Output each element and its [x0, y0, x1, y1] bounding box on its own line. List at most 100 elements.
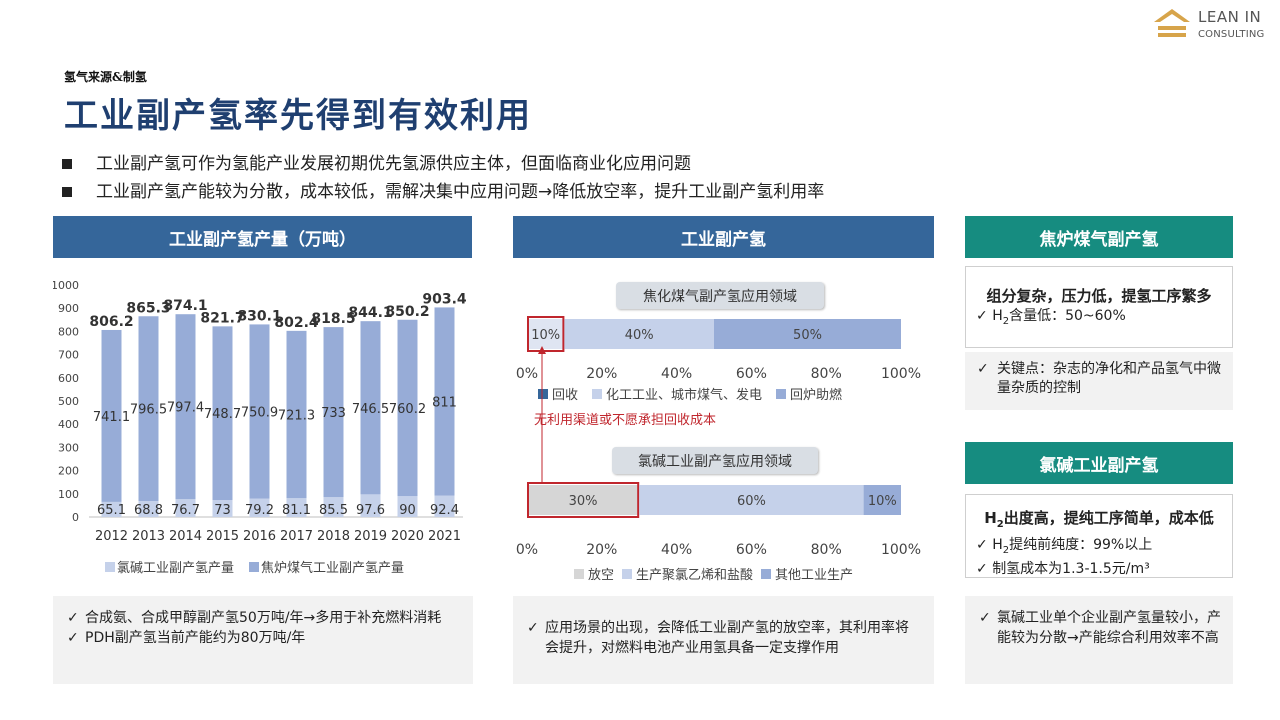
x-tick-label: 2013 — [132, 529, 165, 544]
x-tick-label: 2018 — [317, 529, 350, 544]
check-icon: ✓ — [976, 560, 988, 577]
x-tick-label: 80% — [810, 366, 842, 382]
bar-value-label: 760.2 — [389, 402, 426, 417]
bar-segment-chlor — [360, 494, 381, 517]
bar-segment-chlor — [138, 501, 159, 517]
coke-legend: 回收 化工工业、城市煤气、发电 回炉助燃 — [538, 384, 856, 403]
hbar-value-label: 10% — [868, 494, 897, 509]
bar-value-label: 811 — [432, 395, 457, 410]
x-tick-label: 60% — [735, 542, 767, 558]
check-icon: ✓ — [976, 537, 988, 553]
bar-total-label: 802.4 — [274, 315, 319, 331]
legend-swatch-icon — [592, 388, 603, 399]
bullet-item: 工业副产氢可作为氢能产业发展初期优先氢源供应主体，但面临商业化应用问题 — [62, 150, 1062, 178]
chlor-purity-line: ✓ H2提纯前纯度：99%以上 — [976, 537, 1153, 556]
middle-panel-header: 工业副产氢 — [513, 216, 934, 258]
x-tick-label: 2014 — [169, 529, 202, 544]
legend-swatch-icon — [538, 388, 548, 399]
x-tick-label: 2012 — [95, 529, 128, 544]
left-note: ✓ 合成氨、合成甲醇副产氢50万吨/年→多用于补充燃料消耗 ✓ PDH副产氢当前产能… — [53, 596, 473, 684]
bar-value-label: 85.5 — [319, 503, 348, 518]
chlor-panel-header: 氯碱工业副产氢 — [965, 442, 1233, 484]
bar-value-label: 92.4 — [430, 503, 459, 518]
square-bullet-icon — [62, 159, 72, 169]
company-logo: Lean In Consulting — [1152, 6, 1272, 42]
bullet-item: 工业副产氢产能较为分散，成本较低，需解决集中应用问题→降低放空率，提升工业副产氢… — [62, 178, 1062, 206]
coke-application-chart: 10% 40% 50% — [527, 316, 901, 352]
hbar-segment — [564, 319, 714, 349]
bar-segment-chlor — [249, 498, 270, 517]
bar-segment-chlor — [175, 499, 196, 517]
bar-value-label: 741.1 — [93, 410, 130, 425]
hbar-value-label: 30% — [569, 494, 598, 509]
chlor-x-axis: 0% 20% 40% 60% 80% 100% — [0, 542, 1280, 560]
legend-item: 化工工业、城市煤气、发电 — [592, 384, 762, 403]
legend-swatch-icon — [249, 562, 259, 572]
bar-segment-coke — [286, 330, 307, 499]
legend-swatch-icon — [105, 562, 115, 572]
legend-swatch-icon — [761, 568, 772, 579]
x-tick-label: 40% — [661, 542, 693, 558]
middle-note-line: 应用场景的出现，会降低工业副产氢的放空率，其利用率将会提升，对燃料电池产业用氢具… — [545, 620, 909, 656]
bar-total-label: 806.2 — [89, 314, 133, 330]
middle-note: ✓ 应用场景的出现，会降低工业副产氢的放空率，其利用率将会提升，对燃料电池产业用氢… — [513, 596, 934, 684]
bar-segment-coke — [138, 316, 159, 502]
highlight-box — [527, 482, 640, 518]
bar-total-label: 903.4 — [422, 291, 467, 307]
legend-label: 焦炉煤气工业副产氢产量 — [261, 560, 404, 576]
x-tick-label: 2017 — [280, 529, 313, 544]
y-tick-label: 300 — [58, 441, 79, 454]
section-tag: 氢气来源&制氢 — [64, 70, 147, 84]
hbar-segment — [714, 319, 901, 349]
bar-segment-chlor — [434, 495, 455, 517]
bar-segment-coke — [175, 314, 196, 500]
y-tick-label: 900 — [58, 302, 79, 315]
coke-h2-content: ✓ H2含量低：50~60% — [976, 308, 1126, 327]
hbar-value-label: 10% — [531, 328, 560, 343]
bar-value-label: 748.7 — [204, 407, 241, 422]
bar-value-label: 746.5 — [352, 402, 389, 417]
bar-value-label: 79.2 — [245, 503, 274, 518]
hbar-value-label: 40% — [625, 328, 654, 343]
legend-swatch-icon — [574, 568, 584, 579]
bar-segment-coke — [434, 307, 455, 496]
y-tick-label: 0 — [72, 511, 79, 524]
chlor-application-chart: 30% 60% 10% — [527, 482, 901, 518]
x-tick-label: 0% — [515, 366, 539, 382]
x-tick-label: 60% — [735, 366, 767, 382]
bar-value-label: 76.7 — [171, 503, 200, 518]
x-tick-label: 2019 — [354, 529, 387, 544]
x-tick-label: 80% — [810, 542, 842, 558]
x-tick-label: 2015 — [206, 529, 239, 544]
bar-value-label: 73 — [214, 503, 231, 518]
bar-value-label: 65.1 — [97, 503, 126, 518]
x-tick-label: 2021 — [428, 529, 461, 544]
red-annotation: 无利用渠道或不愿承担回收成本 — [534, 413, 717, 428]
bar-segment-coke — [323, 327, 344, 498]
check-icon: ✓ — [977, 361, 989, 377]
x-tick-label: 40% — [661, 366, 693, 382]
x-tick-label: 100% — [880, 542, 922, 558]
y-tick-label: 200 — [58, 465, 79, 478]
bar-value-label: 750.9 — [241, 406, 278, 421]
coke-panel-header: 焦炉煤气副产氢 — [965, 216, 1233, 258]
chlor-chart-title: 氯碱工业副产氢应用领域 — [612, 447, 818, 474]
brand-line2: Consulting — [1198, 29, 1265, 40]
legend-item: 其他工业生产 — [761, 564, 853, 583]
bar-segment-coke — [360, 321, 381, 495]
hbar-segment — [639, 485, 864, 515]
chlor-cost-line: ✓ 制氢成本为1.3-1.5元/m³ — [976, 560, 1150, 577]
bar-value-label: 721.3 — [278, 409, 315, 424]
hbar-value-label: 50% — [793, 328, 822, 343]
coke-chart-title: 焦化煤气副产氢应用领域 — [616, 282, 824, 309]
bar-segment-coke — [397, 319, 418, 497]
bar-segment-coke — [212, 326, 233, 501]
bar-total-label: 874.1 — [163, 298, 207, 314]
x-tick-label: 100% — [880, 366, 922, 382]
bar-total-label: 850.2 — [385, 304, 429, 320]
y-tick-label: 1000 — [53, 279, 79, 292]
chlor-summary-heading: H2出度高，提纯工序简单，成本低 — [984, 509, 1214, 530]
page-title: 工业副产氢率先得到有效利用 — [64, 96, 532, 136]
x-tick-label: 20% — [586, 542, 618, 558]
highlight-box — [527, 316, 565, 352]
